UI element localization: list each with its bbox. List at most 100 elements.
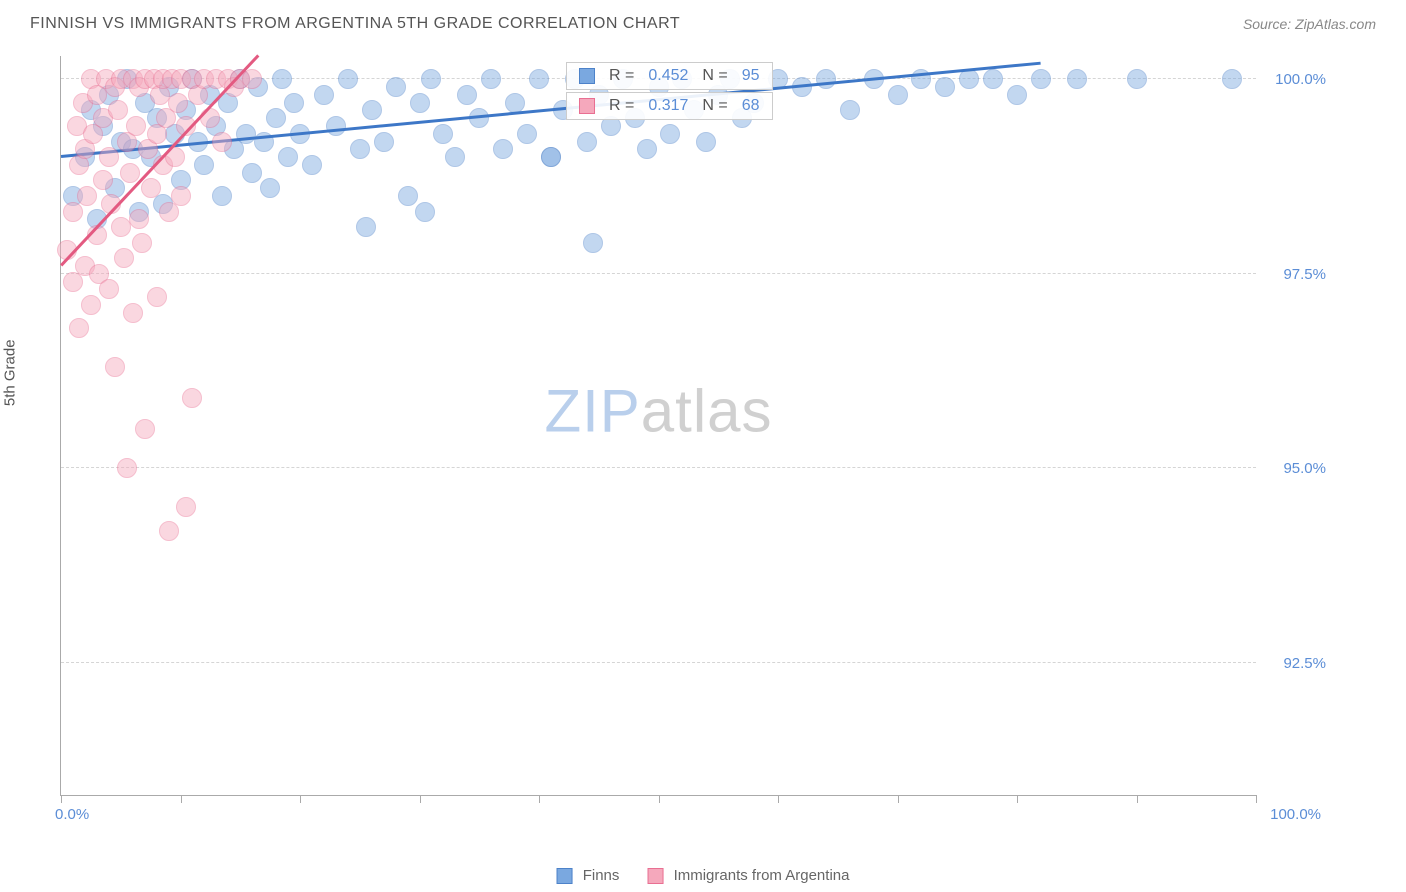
data-point: [182, 388, 202, 408]
data-point: [194, 155, 214, 175]
data-point: [132, 233, 152, 253]
data-point: [517, 124, 537, 144]
source-label: Source: ZipAtlas.com: [1243, 16, 1376, 32]
data-point: [421, 69, 441, 89]
x-tick: [420, 795, 421, 803]
data-point: [577, 132, 597, 152]
data-point: [541, 147, 561, 167]
data-point: [212, 186, 232, 206]
watermark-zip: ZIP: [544, 377, 640, 444]
stats-box: R =0.452N =95: [566, 62, 773, 90]
x-label-right: 100.0%: [1270, 806, 1321, 823]
x-tick: [1256, 795, 1257, 803]
legend-label-arg: Immigrants from Argentina: [674, 867, 850, 884]
data-point: [314, 85, 334, 105]
y-axis-title: 5th Grade: [2, 339, 19, 406]
data-point: [99, 279, 119, 299]
data-point: [816, 69, 836, 89]
x-tick: [1017, 795, 1018, 803]
data-point: [117, 458, 137, 478]
stats-box: R =0.317N =68: [566, 92, 773, 120]
data-point: [410, 93, 430, 113]
x-tick: [1137, 795, 1138, 803]
data-point: [660, 124, 680, 144]
data-point: [1031, 69, 1051, 89]
data-point: [278, 147, 298, 167]
data-point: [123, 303, 143, 323]
plot-area: ZIPatlas 92.5%95.0%97.5%100.0%0.0%100.0%…: [60, 56, 1256, 796]
data-point: [350, 139, 370, 159]
data-point: [212, 132, 232, 152]
stats-swatch: [579, 98, 595, 114]
data-point: [326, 116, 346, 136]
data-point: [108, 100, 128, 120]
data-point: [696, 132, 716, 152]
data-point: [374, 132, 394, 152]
data-point: [69, 318, 89, 338]
watermark: ZIPatlas: [544, 376, 772, 445]
data-point: [493, 139, 513, 159]
data-point: [1067, 69, 1087, 89]
data-point: [1222, 69, 1242, 89]
data-point: [105, 357, 125, 377]
data-point: [1127, 69, 1147, 89]
data-point: [398, 186, 418, 206]
data-point: [141, 178, 161, 198]
y-tick-label: 100.0%: [1275, 71, 1326, 88]
watermark-atlas: atlas: [641, 377, 773, 444]
data-point: [63, 202, 83, 222]
x-tick: [181, 795, 182, 803]
data-point: [284, 93, 304, 113]
data-point: [99, 147, 119, 167]
y-tick-label: 97.5%: [1283, 266, 1326, 283]
data-point: [266, 108, 286, 128]
y-tick-label: 95.0%: [1283, 460, 1326, 477]
legend-item-arg: Immigrants from Argentina: [647, 867, 849, 884]
data-point: [983, 69, 1003, 89]
stats-R-label: R =: [609, 67, 634, 85]
data-point: [120, 163, 140, 183]
data-point: [338, 69, 358, 89]
x-tick: [778, 795, 779, 803]
data-point: [415, 202, 435, 222]
x-label-left: 0.0%: [55, 806, 89, 823]
data-point: [529, 69, 549, 89]
data-point: [260, 178, 280, 198]
data-point: [302, 155, 322, 175]
data-point: [272, 69, 292, 89]
data-point: [93, 170, 113, 190]
data-point: [159, 521, 179, 541]
x-tick: [300, 795, 301, 803]
data-point: [126, 116, 146, 136]
data-point: [433, 124, 453, 144]
data-point: [840, 100, 860, 120]
data-point: [356, 217, 376, 237]
data-point: [362, 100, 382, 120]
data-point: [445, 147, 465, 167]
stats-swatch: [579, 68, 595, 84]
data-point: [171, 186, 191, 206]
legend-swatch-arg: [647, 868, 663, 884]
stats-N-value: 95: [742, 67, 760, 85]
data-point: [242, 69, 262, 89]
data-point: [129, 209, 149, 229]
data-point: [457, 85, 477, 105]
stats-N-value: 68: [742, 97, 760, 115]
data-point: [168, 93, 188, 113]
data-point: [481, 69, 501, 89]
data-point: [505, 93, 525, 113]
stats-R-label: R =: [609, 97, 634, 115]
y-tick-label: 92.5%: [1283, 655, 1326, 672]
data-point: [114, 248, 134, 268]
data-point: [77, 186, 97, 206]
data-point: [637, 139, 657, 159]
stats-R-value: 0.317: [648, 97, 688, 115]
legend-label-finns: Finns: [583, 867, 620, 884]
x-tick: [61, 795, 62, 803]
data-point: [135, 419, 155, 439]
stats-R-value: 0.452: [648, 67, 688, 85]
data-point: [242, 163, 262, 183]
data-point: [386, 77, 406, 97]
data-point: [935, 77, 955, 97]
data-point: [583, 233, 603, 253]
